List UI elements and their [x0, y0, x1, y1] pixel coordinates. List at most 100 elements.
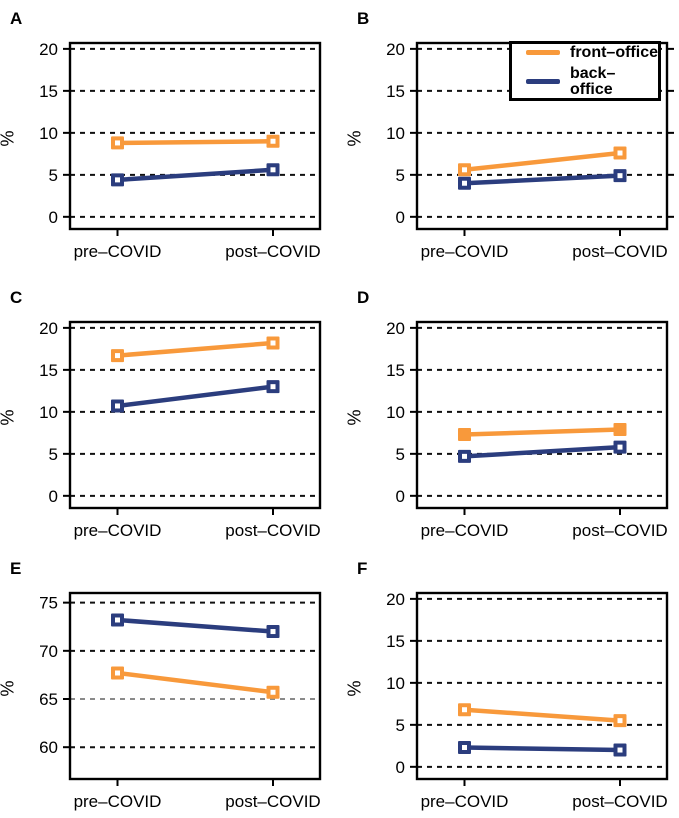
plot-box	[68, 591, 322, 781]
front-office-line	[464, 427, 621, 437]
y-tick-label-0: 0	[396, 758, 405, 777]
y-tick-label-15: 15	[386, 361, 405, 380]
front-office-marker-center-1	[270, 689, 276, 695]
y-tick-label-60: 60	[39, 738, 58, 757]
y-tick-label-0: 0	[49, 208, 58, 227]
y-tick-label-10: 10	[386, 124, 405, 143]
y-tick-label-15: 15	[39, 82, 58, 101]
front-office-marker-center-0	[462, 707, 467, 713]
y-tick-label-5: 5	[396, 716, 405, 735]
back-office-marker-center-0	[115, 617, 120, 623]
plot-box	[415, 591, 669, 781]
back-office-marker-center-0	[115, 177, 120, 183]
front-office-line	[117, 670, 274, 695]
back-office-line	[464, 745, 621, 753]
y-tick-label-20: 20	[386, 40, 405, 59]
front-office-line	[117, 340, 274, 358]
y-tick-label-10: 10	[39, 124, 58, 143]
back-office-marker-center-1	[270, 629, 276, 635]
front-office-line	[464, 150, 621, 173]
y-tick-label-5: 5	[396, 445, 405, 464]
front-office-marker-center-1	[270, 138, 276, 144]
x-tick-label-0: pre–COVID	[74, 242, 162, 261]
back-office-line	[117, 617, 274, 634]
y-tick-label-20: 20	[39, 319, 58, 338]
front-office-marker-1	[613, 422, 627, 436]
back-office-marker-center-1	[617, 444, 623, 450]
front-office-line	[117, 138, 274, 146]
panel-B: B % 0 5 10 15 20 pre–COVID post–COVID front–of…	[345, 7, 679, 269]
x-tick-label-0: pre–COVID	[421, 792, 509, 811]
x-tick-label-0: pre–COVID	[74, 792, 162, 811]
legend-label-front-office: front–office	[570, 43, 658, 61]
back-office-marker-center-1	[617, 173, 623, 179]
back-office-marker-center-1	[270, 167, 276, 173]
y-tick-label-5: 5	[49, 166, 58, 185]
y-tick-label-20: 20	[386, 319, 405, 338]
back-office-marker-center-0	[462, 745, 467, 751]
back-office-line	[464, 173, 621, 186]
y-tick-label-0: 0	[49, 487, 58, 506]
y-tick-label-15: 15	[39, 361, 58, 380]
y-tick-label-10: 10	[386, 674, 405, 693]
y-tick-label-65: 65	[39, 690, 58, 709]
front-office-line	[464, 707, 621, 723]
back-office-line	[464, 444, 621, 459]
front-office-marker-center-0	[462, 167, 467, 173]
front-office-marker-center-0	[115, 140, 120, 146]
back-office-line	[117, 167, 274, 183]
back-office-marker-center-0	[462, 453, 467, 459]
panel-B-label: B	[357, 9, 370, 28]
legend: front–office back–office	[509, 41, 661, 101]
front-office-marker-center-1	[617, 150, 623, 156]
y-tick-label-10: 10	[386, 403, 405, 422]
x-tick-label-1: post–COVID	[572, 792, 667, 811]
plot-box	[68, 320, 322, 510]
front-office-marker-center-1	[617, 718, 623, 724]
panel-D-chart: 0 5 10 15 20 pre–COVID post–COVID	[386, 319, 669, 540]
panel-D-label: D	[357, 288, 370, 307]
legend-label-back-office: back–office	[569, 64, 616, 98]
front-office-marker-center-0	[115, 670, 120, 676]
y-tick-label-15: 15	[386, 632, 405, 651]
y-tick-label-5: 5	[396, 166, 405, 185]
x-tick-label-0: pre–COVID	[421, 242, 509, 261]
x-tick-label-0: pre–COVID	[74, 521, 162, 540]
panel-E-chart: 60 65 70 75 pre–COVID post–COVID	[39, 591, 322, 811]
y-tick-label-10: 10	[39, 403, 58, 422]
back-office-marker-center-1	[617, 747, 623, 753]
plot-box	[68, 41, 322, 231]
y-tick-label-75: 75	[39, 594, 58, 613]
x-tick-label-1: post–COVID	[572, 521, 667, 540]
y-tick-label-15: 15	[386, 82, 405, 101]
back-office-marker-center-0	[462, 180, 467, 186]
y-tick-label-5: 5	[49, 445, 58, 464]
x-tick-label-1: post–COVID	[225, 792, 320, 811]
front-office-line-swatch-icon	[526, 50, 560, 55]
y-tick-label-0: 0	[396, 487, 405, 506]
back-office-line	[117, 384, 274, 409]
panel-A-label: A	[10, 9, 23, 28]
panel-E-label: E	[10, 559, 22, 578]
front-office-marker-center-0	[115, 353, 120, 359]
x-tick-label-1: post–COVID	[225, 242, 320, 261]
plot-box	[415, 320, 669, 510]
legend-item-back-office: back–office	[512, 64, 658, 98]
panel-C-label: C	[10, 288, 23, 307]
panel-A-chart: 0 5 10 15 20 pre–COVID post–COVID	[39, 40, 322, 261]
panel-F: F % 0 5 10 15 20 pre–COVID post–COVID	[345, 557, 679, 818]
panel-F-label: F	[357, 559, 368, 578]
x-tick-label-1: post–COVID	[572, 242, 667, 261]
front-office-marker-center-1	[270, 340, 276, 346]
panel-F-chart: 0 5 10 15 20 pre–COVID post–COVID	[386, 590, 669, 811]
y-tick-label-20: 20	[386, 590, 405, 609]
legend-item-front-office: front–office	[512, 43, 658, 61]
y-tick-label-70: 70	[39, 642, 58, 661]
panel-D: D % 0 5 10 15 20 pre–COVID post–COVID	[345, 286, 679, 548]
back-office-marker-center-1	[270, 384, 276, 390]
panel-C-chart: 0 5 10 15 20 pre–COVID post–COVID	[39, 319, 322, 540]
